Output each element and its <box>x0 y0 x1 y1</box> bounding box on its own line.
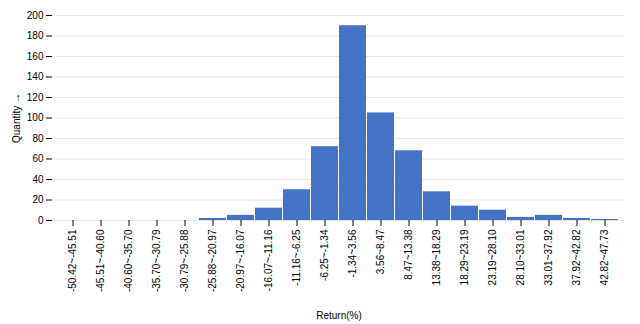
svg-text:-45.51~-40.60: -45.51~-40.60 <box>95 229 106 292</box>
svg-text:-50.42~-45.51: -50.42~-45.51 <box>67 229 78 292</box>
svg-text:33.01~37.92: 33.01~37.92 <box>543 229 554 285</box>
svg-text:-16.07~-11.16: -16.07~-11.16 <box>263 229 274 291</box>
svg-text:-25.88~-20.97: -25.88~-20.97 <box>207 229 218 292</box>
svg-text:120: 120 <box>27 92 44 103</box>
svg-text:-30.79~-25.88: -30.79~-25.88 <box>179 229 190 292</box>
svg-text:140: 140 <box>27 71 44 82</box>
svg-text:18.29~23.19: 18.29~23.19 <box>459 229 470 285</box>
svg-text:-40.60~-35.70: -40.60~-35.70 <box>123 229 134 292</box>
svg-text:-35.70~-30.79: -35.70~-30.79 <box>151 229 162 292</box>
svg-text:-6.25~-1.34: -6.25~-1.34 <box>319 229 330 281</box>
svg-text:40: 40 <box>32 174 44 185</box>
svg-text:0: 0 <box>38 215 44 226</box>
svg-text:37.92~42.82: 37.92~42.82 <box>571 229 582 285</box>
svg-text:180: 180 <box>27 30 44 41</box>
svg-text:3.56~8.47: 3.56~8.47 <box>375 229 386 274</box>
svg-text:160: 160 <box>27 51 44 62</box>
svg-text:Return(%): Return(%) <box>316 310 362 321</box>
svg-text:100: 100 <box>27 112 44 123</box>
svg-text:-1.34~3.56: -1.34~3.56 <box>347 229 358 278</box>
svg-text:13.38~18.29: 13.38~18.29 <box>431 229 442 285</box>
svg-text:60: 60 <box>32 153 44 164</box>
svg-text:80: 80 <box>32 133 44 144</box>
svg-text:23.19~28.10: 23.19~28.10 <box>487 229 498 285</box>
svg-text:8.47~13.38: 8.47~13.38 <box>403 229 414 280</box>
svg-text:20: 20 <box>32 194 44 205</box>
svg-text:-20.97~-16.07: -20.97~-16.07 <box>235 229 246 292</box>
svg-text:42.82~47.73: 42.82~47.73 <box>599 229 610 285</box>
svg-text:28.10~33.01: 28.10~33.01 <box>515 229 526 285</box>
svg-text:-11.16~-6.25: -11.16~-6.25 <box>291 229 302 286</box>
svg-text:200: 200 <box>27 10 44 21</box>
svg-text:Quantity →: Quantity → <box>11 93 22 143</box>
